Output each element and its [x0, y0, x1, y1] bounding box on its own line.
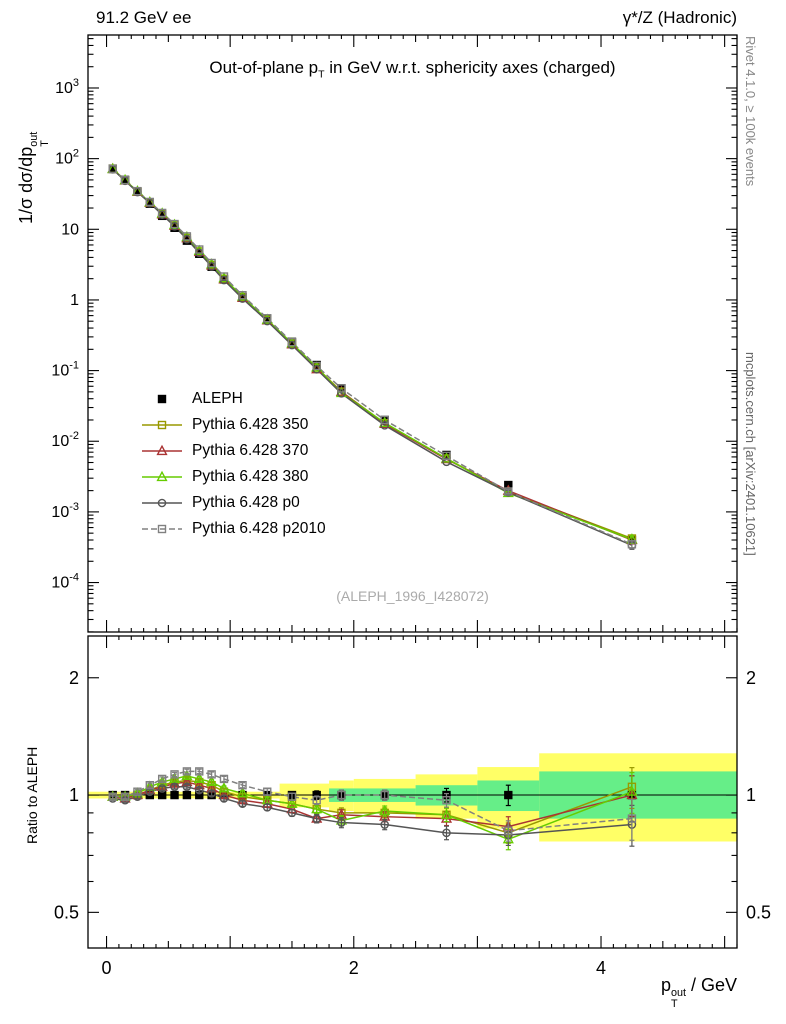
x-axis-label-sub: T [670, 998, 678, 1011]
x-tick-label: 0 [102, 958, 112, 978]
x-axis-label-text: p [660, 975, 671, 995]
ratio-tick-label-right: 0.5 [746, 902, 771, 922]
legend-item: Pythia 6.428 370 [140, 438, 326, 464]
ratio-tick-label-left: 1 [69, 785, 79, 805]
y-tick-label: 10-2 [51, 430, 79, 450]
legend-marker [142, 524, 182, 534]
ratio-tick-label-right: 1 [746, 785, 756, 805]
main-panel-frame [87, 34, 738, 633]
x-tick-label: 2 [349, 958, 359, 978]
legend-item: Pythia 6.428 p0 [140, 490, 326, 516]
y-tick-label: 10-4 [51, 572, 79, 592]
legend: ALEPH Pythia 6.428 350 Pythia 6.428 370 Pyt… [140, 386, 326, 542]
legend-label: Pythia 6.428 370 [192, 442, 309, 459]
analysis-id-watermark: (ALEPH_1996_I428072) [336, 588, 489, 604]
header-beam-energy: 91.2 GeV ee [96, 8, 192, 27]
y-tick-label: 103 [55, 77, 79, 97]
y-tick-label: 10-3 [51, 501, 79, 521]
y-axis-label-text: 1/σ dσ/dp [16, 146, 36, 224]
ratio-tick-label-left: 2 [69, 668, 79, 688]
legend-item: Pythia 6.428 350 [140, 412, 326, 438]
legend-marker [142, 444, 182, 456]
legend-label: Pythia 6.428 380 [192, 468, 309, 485]
mcplots-reference-note: mcplots.cern.ch [arXiv:2401.10621] [743, 352, 758, 556]
header-process: γ*/Z (Hadronic) [622, 8, 737, 27]
y-axis-label-sub: T [39, 140, 52, 147]
x-axis-label-sup: out [670, 986, 686, 999]
rivet-version-note: Rivet 4.1.0, ≥ 100k events [743, 36, 758, 187]
y-tick-label: 10-1 [51, 360, 79, 380]
legend-item: ALEPH [140, 386, 326, 412]
legend-marker [142, 420, 182, 430]
legend-marker [142, 470, 182, 482]
ratio-panel-frame [87, 635, 738, 949]
x-tick-label: 4 [596, 958, 606, 978]
plot-title-text2: in GeV w.r.t. sphericity axes (charged) [324, 58, 616, 77]
plot-title-sub: T [318, 68, 325, 81]
x-axis-label-stack: out T [670, 986, 686, 1011]
legend-item: Pythia 6.428 380 [140, 464, 326, 490]
legend-item: Pythia 6.428 p2010 [140, 516, 326, 542]
y-tick-label: 1 [70, 292, 79, 309]
plot-title-text: Out-of-plane p [209, 58, 319, 77]
legend-label: Pythia 6.428 p0 [192, 494, 300, 511]
legend-marker [157, 394, 167, 404]
legend-marker [142, 498, 182, 508]
x-axis-label: p out T / GeV [437, 975, 737, 1011]
ratio-axis-label: Ratio to ALEPH [24, 746, 40, 844]
ratio-tick-label-left: 0.5 [54, 902, 79, 922]
y-axis-label-stack: out T [28, 132, 52, 147]
plot-title: Out-of-plane pT in GeV w.r.t. sphericity… [88, 58, 737, 80]
legend-label: Pythia 6.428 p2010 [192, 520, 326, 537]
legend-label: ALEPH [192, 390, 243, 407]
y-axis-label: 1/σ dσ/dp out T [16, 132, 52, 224]
y-tick-label: 102 [55, 148, 79, 168]
ratio-tick-label-right: 2 [746, 668, 756, 688]
x-axis-label-text2: / GeV [685, 975, 737, 995]
y-tick-label: 10 [61, 221, 79, 238]
legend-label: Pythia 6.428 350 [192, 416, 309, 433]
